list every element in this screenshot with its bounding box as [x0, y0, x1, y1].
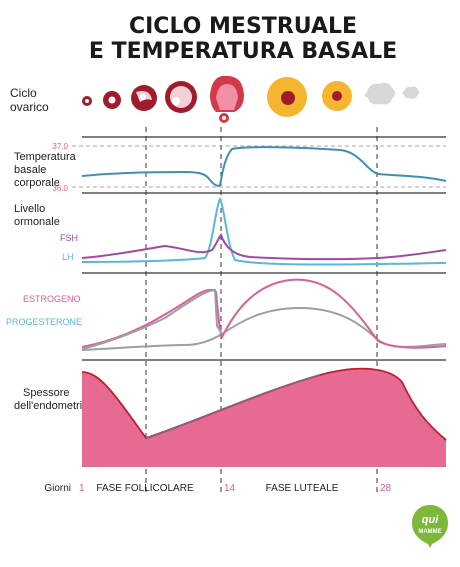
- fsh-label: FSH: [60, 233, 78, 243]
- ovarian-follicle-sequence: [82, 75, 420, 123]
- temperature-label-line: Temperatura: [14, 151, 77, 163]
- title-line-1: CICLO MESTRUALE: [129, 14, 357, 39]
- primary-follicle-icon: [103, 91, 121, 109]
- day-1-label: 1: [79, 483, 85, 494]
- endometrium-label: Spessore dell'endometrio: [14, 387, 88, 412]
- temperature-label-line: basale: [14, 164, 46, 176]
- temperature-tick-high: 37.0: [52, 142, 68, 151]
- day-14-label: 14: [224, 483, 236, 494]
- antral-follicle-icon: [165, 81, 197, 113]
- fsh-curve: [81, 233, 447, 261]
- hormone-label-line: ormonale: [14, 216, 60, 228]
- endometrium-overlay-line: [145, 374, 321, 439]
- hormone-label-line: Livello: [14, 203, 45, 215]
- ovarian-cycle-label: Ciclo ovarico: [10, 86, 49, 114]
- day-28-label: 28: [380, 483, 392, 494]
- progesterone-label: PROGESTERONE: [6, 317, 82, 327]
- estrogen-label: ESTROGENO: [23, 294, 81, 304]
- estrogen-curve: [81, 278, 447, 349]
- lh-curve: [81, 197, 447, 266]
- lh-label: LH: [62, 252, 74, 262]
- logo-text-qui: qui: [422, 514, 439, 526]
- logo-text-mamme: MAMME: [418, 529, 441, 535]
- temperature-curve: [81, 146, 447, 187]
- title-line-2: E TEMPERATURA BASALE: [89, 39, 397, 64]
- follicular-phase-label: FASE FOLLICOLARE: [96, 483, 194, 494]
- endometrium-label-line: dell'endometrio: [14, 400, 88, 412]
- days-label: Giorni: [44, 483, 71, 494]
- corpus-luteum-regressing-icon: [322, 81, 352, 111]
- temperature-label-line: corporale: [14, 177, 60, 189]
- ovarian-label-line: ovarico: [10, 100, 49, 114]
- endometrium-area: [82, 368, 446, 467]
- ovarian-label-line: Ciclo: [10, 86, 37, 100]
- temperature-tick-low: 36.0: [52, 184, 68, 193]
- ovulating-follicle-icon: [210, 75, 244, 123]
- progesterone-preovulatory-curve: [81, 288, 223, 350]
- endometrium-label-line: Spessore: [23, 387, 69, 399]
- corpus-albicans-small-icon: [402, 86, 420, 99]
- corpus-luteum-icon: [267, 77, 307, 117]
- temperature-label: Temperatura basale corporale: [14, 151, 79, 189]
- luteal-phase-label: FASE LUTEALE: [266, 483, 339, 494]
- quimamme-logo: qui MAMME: [412, 505, 448, 548]
- secondary-follicle-icon: [131, 85, 157, 111]
- primordial-follicle-icon: [82, 96, 92, 106]
- corpus-albicans-large-icon: [364, 82, 395, 105]
- panel-separators: [82, 136, 446, 361]
- hormone-label: Livello ormonale: [14, 203, 60, 228]
